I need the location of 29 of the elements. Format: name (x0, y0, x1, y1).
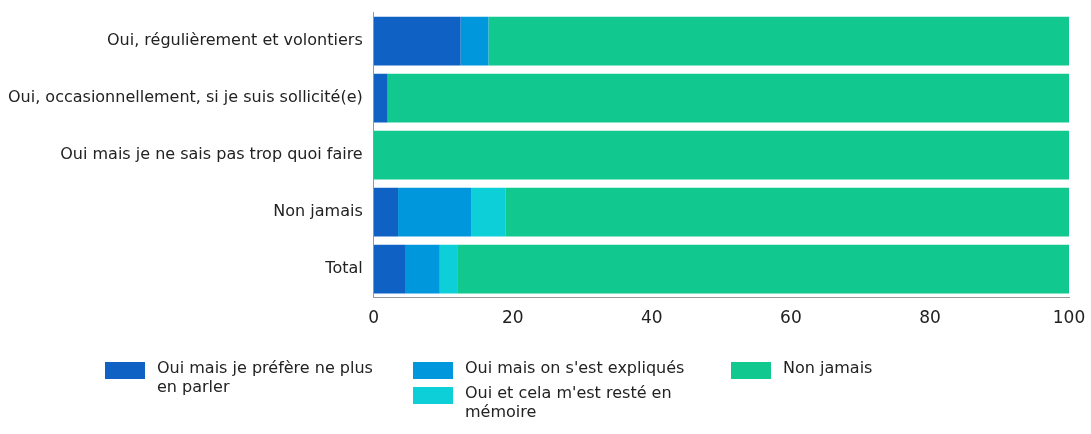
legend-label: Oui et cela m'est resté en mémoire (465, 383, 673, 421)
bar (373, 73, 388, 123)
x-tick-label: 100 (1052, 307, 1086, 328)
legend-label: Oui mais on s'est expliqués (465, 358, 685, 377)
bar (457, 244, 1069, 294)
legend-label: Oui mais je préfère ne plus en parler (157, 358, 374, 396)
bar (405, 244, 440, 294)
bar (387, 73, 1069, 123)
y-tick-label: Total (324, 258, 363, 278)
bar (398, 187, 472, 237)
bar (439, 244, 458, 294)
y-tick-label: Oui, occasionnellement, si je suis sollicité(e) (8, 87, 363, 107)
x-tick-label: 80 (919, 307, 941, 328)
bar (505, 187, 1069, 237)
bar (373, 16, 461, 66)
bar (488, 16, 1069, 66)
legend-label: Non jamais (783, 358, 873, 377)
y-tick-label: Non jamais (273, 201, 363, 221)
x-tick-label: 0 (368, 307, 380, 328)
x-tick-label: 60 (780, 307, 802, 328)
bar (373, 130, 1069, 180)
bar (373, 244, 406, 294)
y-tick-label: Oui mais je ne sais pas trop quoi faire (60, 144, 363, 164)
bar (471, 187, 506, 237)
x-tick-label: 40 (641, 307, 663, 328)
y-tick-label: Oui, régulièrement et volontiers (106, 30, 363, 50)
x-tick-label: 20 (501, 307, 524, 328)
bar (460, 16, 489, 66)
bar (373, 187, 399, 237)
